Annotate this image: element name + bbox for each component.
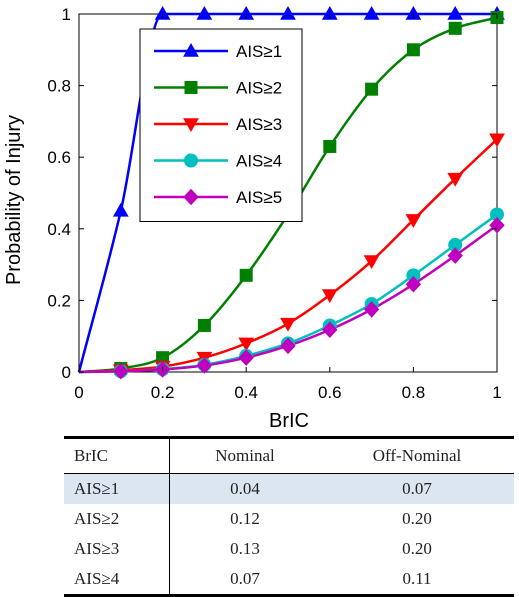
off-nominal-value: 0.11 xyxy=(320,564,514,597)
column-header: Off-Nominal xyxy=(320,436,514,474)
row-label: AIS≥4 xyxy=(64,564,170,597)
data-point xyxy=(405,214,422,228)
y-tick-label: 0.8 xyxy=(47,77,71,96)
legend-label: AIS≥5 xyxy=(236,188,282,207)
table-row: AIS≥3 0.13 0.20 xyxy=(64,534,514,564)
data-point xyxy=(365,82,379,96)
legend: AIS≥1 AIS≥2 AIS≥3 AIS≥4 AIS≥5 xyxy=(139,28,303,222)
data-point xyxy=(196,5,213,20)
data-point xyxy=(448,21,462,35)
data-point xyxy=(323,139,337,153)
x-tick-label: 0.4 xyxy=(234,383,258,402)
data-point xyxy=(239,268,253,282)
data-point xyxy=(196,357,213,374)
y-tick-label: 0.2 xyxy=(47,291,71,310)
y-tick-label: 1 xyxy=(62,5,71,24)
y-tick-label: 0.4 xyxy=(47,220,71,239)
y-tick-label: 0.6 xyxy=(47,148,71,167)
legend-label: AIS≥3 xyxy=(236,115,282,134)
data-point xyxy=(238,349,254,366)
legend-marker xyxy=(183,118,199,133)
data-point xyxy=(405,5,422,20)
nominal-value: 0.04 xyxy=(169,473,320,504)
nominal-value: 0.07 xyxy=(169,564,320,597)
table-row: AIS≥4 0.07 0.11 xyxy=(64,564,514,597)
data-point xyxy=(406,43,420,57)
x-tick-label: 0.2 xyxy=(151,383,175,402)
off-nominal-value: 0.20 xyxy=(402,539,432,558)
nominal-value: 0.12 xyxy=(169,504,320,534)
row-label: AIS≥1 xyxy=(64,473,170,504)
data-point xyxy=(363,255,380,270)
data-point xyxy=(489,133,505,148)
row-label: AIS≥2 xyxy=(74,509,120,528)
nominal-value: 0.13 xyxy=(169,534,320,564)
y-tick-label: 0 xyxy=(62,363,71,382)
data-point xyxy=(113,363,129,380)
data-point xyxy=(321,289,338,304)
data-point xyxy=(280,5,296,20)
data-point xyxy=(363,5,380,20)
off-nominal-value: 0.07 xyxy=(320,473,514,504)
data-point xyxy=(405,276,422,293)
legend-marker xyxy=(184,81,198,94)
data-point xyxy=(154,5,171,20)
x-tick-label: 0.8 xyxy=(402,383,426,402)
data-point xyxy=(447,247,463,264)
x-tick-label: 0.6 xyxy=(318,383,342,402)
data-point xyxy=(447,172,464,187)
column-header: BrIC xyxy=(64,436,170,474)
data-point xyxy=(280,337,296,355)
table-row: AIS≥1 0.04 0.07 xyxy=(64,473,514,504)
data-point xyxy=(197,318,211,332)
data-point xyxy=(112,202,129,217)
legend-marker xyxy=(184,153,198,168)
legend-label: AIS≥2 xyxy=(236,79,282,98)
data-point xyxy=(321,5,338,20)
data-point xyxy=(447,5,464,20)
injury-probability-chart: 0 0.2 0.4 0.6 0.8 1 0 0.2 0.4 0.6 0.8 1 BrIC Probab… xyxy=(3,5,505,432)
legend-marker xyxy=(183,188,199,206)
data-point xyxy=(280,317,296,332)
x-tick-label: 1 xyxy=(492,383,501,402)
y-axis-title: Probability of Injury xyxy=(3,115,25,285)
ais-threshold-table: BrIC Nominal Off-Nominal AIS≥1 0.04 0.07… xyxy=(64,436,514,597)
table-header-row: BrIC Nominal Off-Nominal xyxy=(64,436,514,474)
legend-label: AIS≥4 xyxy=(236,152,282,171)
column-header: Nominal xyxy=(169,436,320,474)
legend-label: AIS≥1 xyxy=(236,42,282,61)
x-axis-title: BrIC xyxy=(269,410,309,432)
x-tick-label: 0 xyxy=(74,383,83,402)
legend-marker xyxy=(183,42,199,57)
data-point xyxy=(238,337,255,352)
data-point xyxy=(363,301,380,318)
table-row: AIS≥2 0.12 0.20 xyxy=(64,504,514,534)
off-nominal-value: 0.20 xyxy=(402,509,432,528)
data-point xyxy=(238,5,255,20)
row-label: AIS≥3 xyxy=(74,539,120,558)
data-point xyxy=(322,321,338,338)
